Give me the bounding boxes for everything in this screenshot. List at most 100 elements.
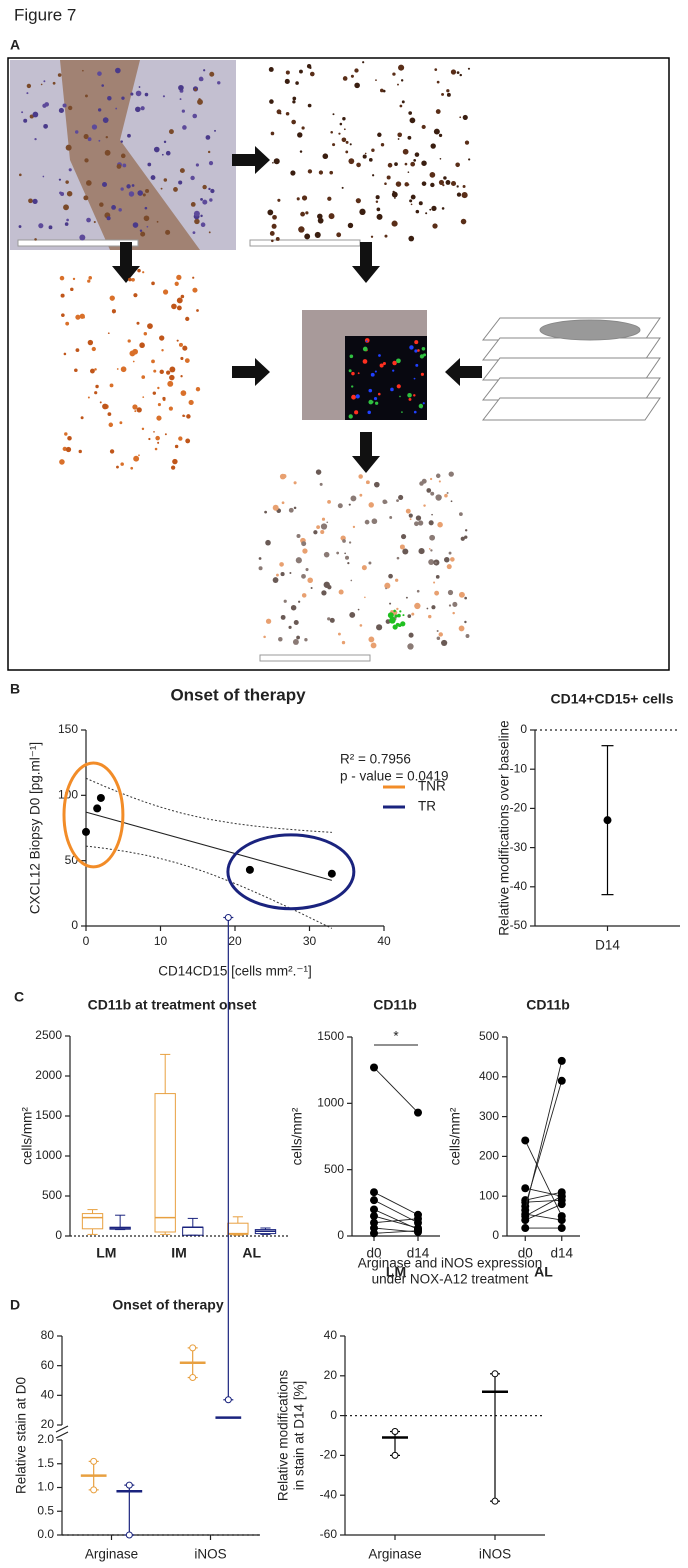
x-tick-label: D14 <box>595 938 620 953</box>
point <box>391 1451 399 1459</box>
y-tick-label: 100 <box>479 1188 499 1202</box>
stain-dot <box>399 104 403 108</box>
stain-dot <box>63 352 67 356</box>
stain-dot <box>95 384 99 389</box>
stain-dot <box>83 195 89 201</box>
stain-dot <box>392 190 395 194</box>
stain-dot <box>401 411 403 413</box>
stain-dot <box>460 218 467 225</box>
stain-dot <box>343 128 346 131</box>
stain-dot <box>159 335 165 341</box>
stain-dot <box>396 384 401 389</box>
stain-dot <box>368 561 372 565</box>
stain-dot <box>89 368 95 374</box>
stain-dot <box>265 618 272 624</box>
stain-dot <box>21 111 24 114</box>
point <box>521 1212 530 1221</box>
stain-dot <box>384 234 388 238</box>
stain-dot <box>341 640 346 645</box>
x-tick-label: d0 <box>366 1246 381 1261</box>
y-tick-label: 40 <box>324 1328 338 1342</box>
stain-dot <box>396 358 401 364</box>
stain-dot <box>373 481 380 488</box>
stain-dot <box>176 297 183 304</box>
stain-dot <box>165 150 171 156</box>
stain-dot <box>258 557 262 560</box>
point <box>521 1224 530 1233</box>
y-tick-label: 1500 <box>35 1108 62 1122</box>
stain-dot <box>307 169 313 174</box>
stain-dot <box>297 132 303 138</box>
stain-dot <box>364 338 370 343</box>
stain-dot <box>292 100 296 104</box>
stain-dot <box>301 593 307 598</box>
stain-dot <box>202 199 208 205</box>
stain-dot <box>408 235 415 242</box>
stain-dot <box>120 187 124 191</box>
x-tick-label: 40 <box>377 934 391 948</box>
point <box>327 869 336 878</box>
stain-dot <box>317 213 323 220</box>
stain-dot <box>43 80 46 83</box>
stain-dot <box>402 548 409 555</box>
stain-dot <box>300 211 305 217</box>
stain-dot <box>410 161 416 167</box>
stain-dot <box>145 188 150 193</box>
stain-dot <box>414 602 421 610</box>
y-tick-label: 40 <box>41 1388 55 1402</box>
stain-dot <box>428 547 431 550</box>
stain-dot <box>426 607 429 610</box>
stain-dot <box>413 410 417 414</box>
chart-title: Onset of therapy <box>112 1297 223 1313</box>
stain-dot <box>104 149 111 156</box>
stain-dot <box>78 449 82 454</box>
stain-dot <box>58 178 62 181</box>
stain-dot <box>162 289 169 295</box>
stain-dot <box>192 287 198 293</box>
stain-dot <box>141 427 145 431</box>
stain-dot <box>407 135 412 140</box>
stain-dot <box>66 190 73 197</box>
stain-dot <box>190 202 196 207</box>
stain-dot <box>91 346 96 352</box>
stain-dot <box>452 611 455 615</box>
stain-dot <box>354 68 359 73</box>
stain-dot <box>285 111 290 116</box>
stain-dot <box>336 232 342 238</box>
point <box>245 865 254 874</box>
stain-dot <box>290 604 297 611</box>
stain-dot <box>330 130 333 134</box>
stain-dot <box>389 516 393 519</box>
stain-dot <box>281 501 285 505</box>
y-tick-label: 1000 <box>317 1096 344 1110</box>
stain-dot <box>348 503 351 506</box>
stain-dot <box>434 561 437 565</box>
stain-dot <box>432 223 438 229</box>
stain-dot <box>188 399 194 406</box>
stain-dot <box>329 617 335 623</box>
stain-dot <box>378 354 381 357</box>
stain-dot <box>396 556 400 560</box>
stain-dot <box>430 549 433 552</box>
stain-dot <box>354 410 359 415</box>
stain-dot <box>214 129 216 132</box>
y-axis-label: in stain at D14 [%] <box>292 1381 307 1491</box>
y-tick-label: -40 <box>510 879 528 893</box>
stain-dot <box>456 192 462 197</box>
stain-dot <box>371 518 378 525</box>
stain-dot <box>172 458 178 465</box>
legend-label: TR <box>418 799 436 814</box>
point <box>557 1224 566 1233</box>
stain-dot <box>111 309 116 314</box>
stain-dot <box>83 133 89 140</box>
stain-dot <box>127 339 131 343</box>
stain-dot <box>68 105 73 111</box>
stain-dot <box>120 140 123 143</box>
stain-dot <box>271 239 274 243</box>
stain-dot <box>87 396 90 399</box>
stain-dot <box>23 118 28 123</box>
stain-dot <box>350 74 354 78</box>
stain-dot <box>75 348 80 353</box>
stain-dot <box>304 638 308 642</box>
stain-dot <box>63 204 69 211</box>
